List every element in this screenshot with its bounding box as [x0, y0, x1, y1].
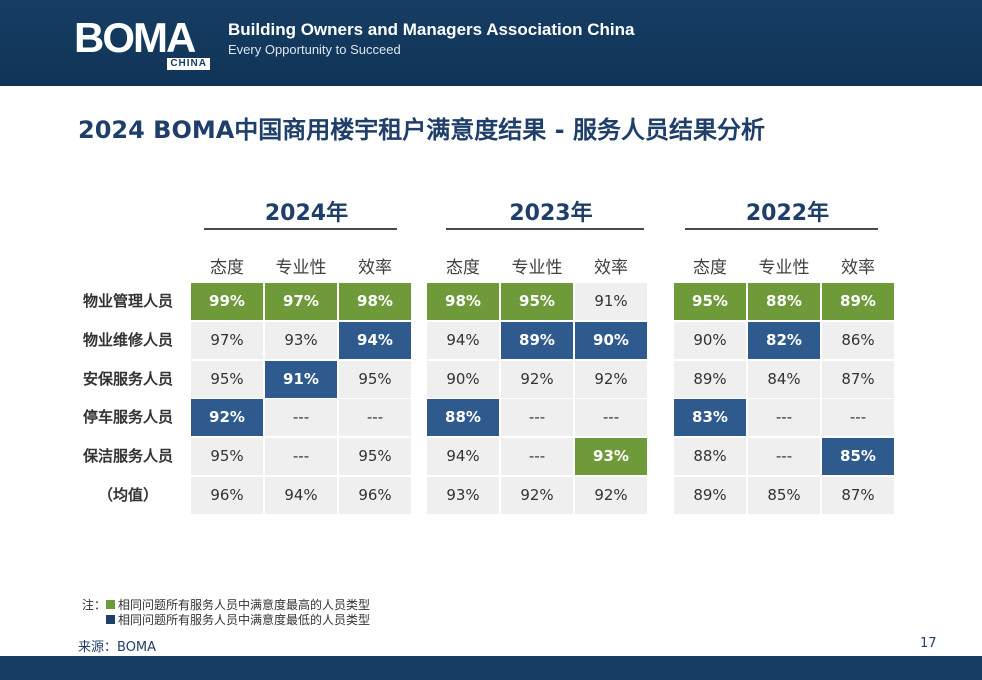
table-cell: 94% — [427, 438, 499, 475]
row-label: 物业维修人员 — [82, 331, 173, 349]
table-cell: --- — [575, 399, 647, 436]
logo-subtext: CHINA — [167, 58, 210, 70]
note-highest-text: 相同问题所有服务人员中满意度最高的人员类型 — [118, 598, 371, 612]
table-cell: --- — [748, 399, 820, 436]
table-cell: 98% — [427, 283, 499, 320]
table-cell: 98% — [339, 283, 411, 320]
table-cell: 83% — [674, 399, 746, 436]
year-underline — [204, 228, 397, 230]
table-cell: 92% — [501, 361, 573, 398]
note-highest: 注： 相同问题所有服务人员中满意度最高的人员类型 — [82, 596, 370, 613]
table-cell: 95% — [191, 438, 263, 475]
table-cell: 95% — [501, 283, 573, 320]
table-cell: 95% — [339, 361, 411, 398]
note-lowest-text: 相同问题所有服务人员中满意度最低的人员类型 — [118, 613, 371, 627]
table-cell: 87% — [822, 361, 894, 398]
table-cell: 96% — [339, 477, 411, 514]
table-cell: 84% — [748, 361, 820, 398]
table-cell: --- — [339, 399, 411, 436]
source-label: 来源：BOMA — [78, 640, 157, 655]
table-cell: 92% — [575, 361, 647, 398]
note-prefix: 注： — [82, 598, 107, 612]
table-cell: 87% — [822, 477, 894, 514]
column-header: 效率 — [594, 258, 628, 278]
table-cell: 97% — [265, 283, 337, 320]
table-cell: 92% — [575, 477, 647, 514]
column-header: 态度 — [446, 258, 480, 278]
table-cell: 89% — [674, 477, 746, 514]
table-cell: 95% — [674, 283, 746, 320]
table-cell: 90% — [674, 322, 746, 359]
column-header: 专业性 — [275, 258, 327, 278]
table-cell: --- — [748, 438, 820, 475]
org-name: Building Owners and Managers Association… — [228, 20, 635, 39]
table-cell: --- — [501, 399, 573, 436]
note-lowest: 相同问题所有服务人员中满意度最低的人员类型 — [106, 611, 370, 628]
table-cell: 90% — [575, 322, 647, 359]
table-cell: 89% — [822, 283, 894, 320]
table-cell: 93% — [575, 438, 647, 475]
row-label: 物业管理人员 — [82, 292, 173, 310]
row-label: 安保服务人员 — [82, 370, 173, 388]
green-square-icon — [106, 600, 116, 609]
table-cell: --- — [501, 438, 573, 475]
table-cell: 91% — [575, 283, 647, 320]
boma-china-logo: BOMA CHINA — [74, 16, 214, 72]
table-cell: 96% — [191, 477, 263, 514]
year-header: 2022年 — [745, 201, 830, 226]
column-header: 态度 — [210, 258, 244, 278]
table-cell: 90% — [427, 361, 499, 398]
footer-bar — [0, 656, 982, 680]
table-cell: 86% — [822, 322, 894, 359]
table-cell: 94% — [339, 322, 411, 359]
table-cell: 85% — [822, 438, 894, 475]
column-header: 效率 — [841, 258, 875, 278]
table-cell: 85% — [748, 477, 820, 514]
table-cell: 93% — [427, 477, 499, 514]
year-header: 2024年 — [264, 201, 349, 226]
page-title: 2024 BOMA中国商用楼宇租户满意度结果 - 服务人员结果分析 — [78, 116, 765, 144]
table-cell: 95% — [191, 361, 263, 398]
table-cell: 94% — [427, 322, 499, 359]
table-cell: --- — [265, 438, 337, 475]
table-cell: 88% — [748, 283, 820, 320]
year-header: 2023年 — [509, 201, 593, 226]
table-cell: 88% — [427, 399, 499, 436]
table-cell: 94% — [265, 477, 337, 514]
column-header: 专业性 — [758, 258, 810, 278]
org-tagline: Every Opportunity to Succeed — [228, 42, 401, 57]
table-cell: 88% — [674, 438, 746, 475]
row-label: 停车服务人员 — [82, 408, 173, 426]
table-cell: 91% — [265, 361, 337, 398]
table-cell: 92% — [501, 477, 573, 514]
page-number: 17 — [920, 636, 937, 651]
table-cell: --- — [265, 399, 337, 436]
table-cell: 97% — [191, 322, 263, 359]
table-cell: 89% — [501, 322, 573, 359]
row-label: （均值） — [97, 486, 158, 504]
table-cell: 92% — [191, 399, 263, 436]
year-underline — [685, 228, 878, 230]
header-bar: BOMA CHINA Building Owners and Managers … — [0, 0, 982, 86]
table-cell: 82% — [748, 322, 820, 359]
year-underline — [446, 228, 644, 230]
column-header: 效率 — [358, 258, 392, 278]
table-cell: --- — [822, 399, 894, 436]
table-cell: 99% — [191, 283, 263, 320]
column-header: 专业性 — [511, 258, 563, 278]
table-cell: 93% — [265, 322, 337, 359]
table-cell: 89% — [674, 361, 746, 398]
blue-square-icon — [106, 615, 115, 624]
table-cell: 95% — [339, 438, 411, 475]
column-header: 态度 — [693, 258, 727, 278]
row-label: 保洁服务人员 — [82, 447, 173, 465]
logo-text: BOMA — [74, 14, 196, 61]
